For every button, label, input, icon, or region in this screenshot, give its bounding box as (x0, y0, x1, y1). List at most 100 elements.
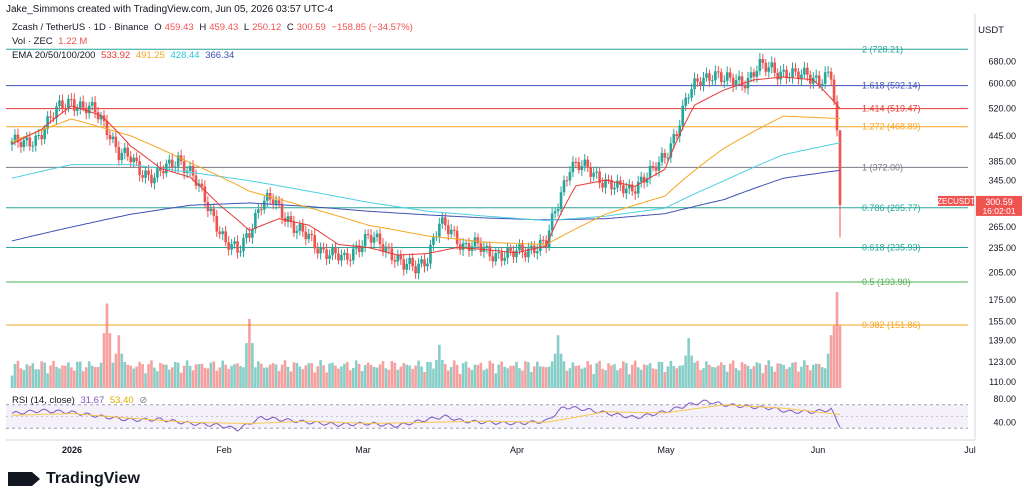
ohlc-l-label: L (243, 22, 250, 33)
candle-body (746, 77, 750, 89)
candle-body (503, 257, 506, 261)
y-tick-label: 445.00 (988, 131, 1016, 141)
volume-bar (271, 363, 275, 388)
volume-bar (699, 370, 702, 388)
ohlc-high: 459.43 (209, 22, 239, 33)
volume-bar (277, 370, 281, 388)
candle-body (28, 137, 32, 147)
candle-body (562, 180, 566, 193)
candle-body (530, 245, 533, 249)
candle-body (734, 80, 738, 86)
volume-bar (571, 362, 575, 388)
candle-body (357, 245, 361, 253)
ema20-value: 533.92 (101, 50, 131, 61)
candle-body (696, 78, 699, 82)
candle-body (823, 72, 827, 84)
volume-bar (452, 360, 456, 388)
candle-body (455, 230, 459, 245)
candle-body (346, 253, 349, 260)
y-tick-label: 155.00 (988, 316, 1016, 326)
volume-bar (740, 362, 744, 388)
candle-body (441, 217, 444, 224)
volume-bar (794, 362, 797, 388)
volume-bar (310, 363, 314, 388)
candle-body (248, 233, 251, 238)
candle-body (678, 125, 682, 137)
candle-body (782, 69, 785, 72)
eye-icon[interactable]: ⊘ (139, 395, 148, 406)
volume-bar (604, 370, 607, 388)
candle-body (310, 233, 314, 236)
volume-bar (37, 369, 41, 388)
volume-bar (390, 361, 394, 388)
candle-body (227, 242, 230, 250)
candle-body (829, 71, 833, 80)
candle-body (654, 166, 658, 171)
volume-bar (719, 362, 723, 388)
ohlc-close: 300.59 (296, 22, 326, 33)
candle-body (393, 260, 397, 262)
candle-body (473, 237, 477, 247)
volume-bar (731, 360, 735, 388)
volume-bar (829, 335, 833, 388)
volume-bar (613, 364, 616, 388)
volume-bar (64, 365, 67, 388)
candle-body (387, 246, 391, 249)
volume-bar (592, 374, 595, 388)
volume-bar (423, 371, 426, 388)
volume-bar (328, 363, 331, 388)
volume-bar (817, 364, 821, 388)
candle-body (835, 101, 839, 131)
volume-bar (165, 364, 168, 388)
candle-body (414, 266, 417, 274)
candle-body (313, 235, 317, 249)
volume-bar (19, 368, 23, 388)
candle-body (215, 215, 219, 232)
volume-bar (206, 368, 210, 388)
volume-bar (619, 368, 622, 388)
candle-body (129, 156, 133, 163)
volume-bar (832, 325, 836, 388)
candle-body (651, 166, 655, 168)
candle-body (657, 162, 661, 171)
candle-body (533, 245, 536, 254)
candle-body (245, 233, 248, 239)
candle-body (648, 166, 652, 179)
volume-bar (435, 359, 438, 388)
volume-bar (322, 365, 325, 388)
candle-body (369, 235, 373, 243)
volume-bar (233, 364, 236, 388)
volume-bar (515, 361, 518, 388)
volume-bar (194, 364, 198, 388)
price-tag-price: 300.59 (985, 197, 1013, 207)
volume-bar (230, 365, 233, 388)
candle-body (565, 180, 569, 182)
candle-body (280, 203, 284, 219)
candle-body (354, 245, 358, 249)
volume-bar (583, 367, 587, 388)
candle-body (761, 59, 765, 63)
candle-body (37, 135, 41, 137)
volume-bar (524, 361, 527, 388)
volume-bar (221, 360, 225, 388)
volume-bar (150, 360, 153, 388)
candle-body (669, 143, 673, 158)
candle-body (265, 192, 269, 201)
candle-body (476, 237, 480, 244)
y-tick-label: 110.00 (989, 377, 1016, 387)
candle-body (797, 71, 800, 80)
volume-value: 1.22 M (58, 36, 88, 47)
volume-bar (696, 361, 699, 388)
candle-body (262, 200, 266, 210)
volume-bar (568, 368, 572, 388)
candle-body (304, 231, 308, 240)
volume-bar (518, 368, 521, 388)
volume-bar (503, 366, 506, 388)
candle-body (259, 209, 263, 211)
volume-bar (764, 365, 768, 388)
volume-bar (678, 365, 682, 388)
volume-bar (227, 368, 230, 388)
volume-bar (681, 365, 685, 388)
candle-body (714, 71, 717, 81)
